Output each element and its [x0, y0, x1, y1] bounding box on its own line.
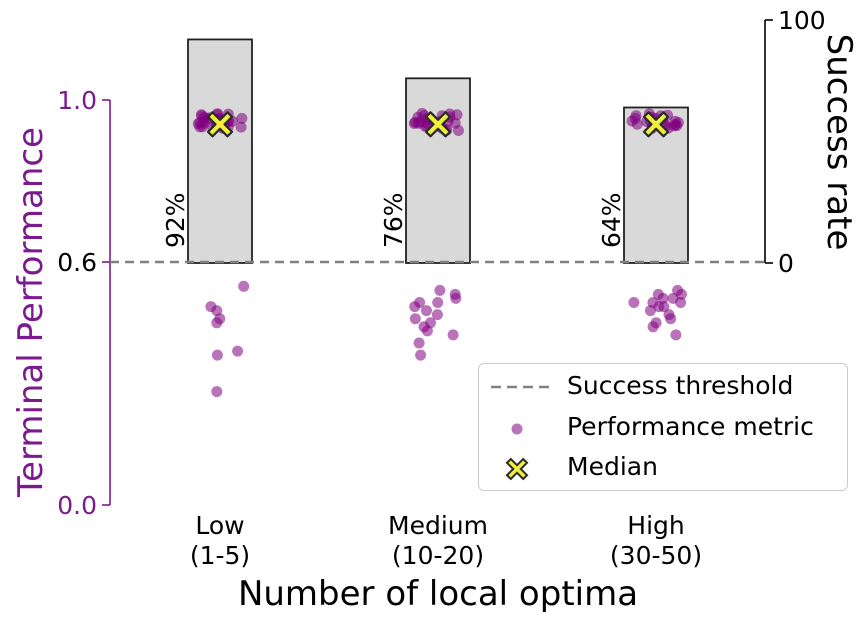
dashed-line-swatch — [491, 385, 549, 389]
y-axis-label-left: Terminal Performance — [11, 127, 51, 498]
x-tick-label: Medium — [388, 511, 488, 540]
performance-point — [235, 121, 247, 133]
performance-point — [232, 345, 244, 357]
performance-point — [670, 329, 682, 341]
legend-label-threshold: Success threshold — [567, 371, 794, 400]
performance-point — [211, 386, 223, 398]
performance-point — [409, 313, 421, 325]
performance-point — [665, 313, 677, 325]
left-tick-label: 0.0 — [57, 491, 97, 520]
x-tick-label: High — [627, 511, 684, 540]
right-axis: 0 100 — [764, 6, 826, 278]
x-axis-label: Number of local optima — [238, 574, 638, 614]
success-rate-label: 76% — [379, 192, 408, 248]
performance-point — [192, 118, 204, 130]
median-marker — [642, 111, 670, 138]
performance-point — [658, 301, 670, 313]
legend-item-performance: Performance metric — [479, 407, 847, 447]
performance-point — [434, 284, 446, 296]
left-tick-label: 1.0 — [57, 86, 97, 115]
left-axis: 0.0 0.6 1.0 — [57, 86, 111, 520]
median-marker — [424, 111, 452, 138]
performance-point — [451, 109, 463, 121]
performance-point — [431, 309, 443, 321]
performance-point — [628, 297, 640, 308]
performance-point — [432, 297, 444, 308]
median-marker — [206, 111, 234, 138]
left-tick-label: 0.6 — [57, 248, 97, 277]
performance-point — [236, 112, 248, 124]
success-rate-bar — [623, 106, 689, 264]
dot-swatch — [511, 423, 523, 435]
success-rate-bar — [187, 38, 253, 264]
success-rate-label: 92% — [161, 192, 190, 248]
success-rate-bar — [405, 77, 471, 264]
legend: Success threshold Performance metric Med… — [478, 363, 848, 491]
legend-label-performance: Performance metric — [567, 412, 814, 441]
right-tick-label: 100 — [778, 6, 826, 35]
x-marker-swatch — [505, 457, 529, 481]
performance-point — [647, 321, 659, 333]
legend-label-median: Median — [567, 452, 658, 481]
success-rate-labels: 92% 76% 64% — [161, 192, 626, 248]
performance-point — [415, 349, 427, 361]
performance-point — [453, 125, 464, 136]
x-tick-label-range: (1-5) — [190, 541, 250, 570]
x-tick-label-range: (10-20) — [392, 541, 484, 570]
performance-point — [450, 292, 462, 304]
success-rate-label: 64% — [597, 192, 626, 248]
performance-point — [676, 288, 687, 300]
legend-item-median: Median — [479, 447, 847, 487]
performance-point — [211, 317, 223, 329]
performance-point — [629, 112, 641, 124]
performance-point — [447, 329, 459, 341]
y-axis-label-right: Success rate — [819, 34, 859, 251]
right-tick-label: 0 — [778, 249, 794, 278]
median-markers — [206, 111, 670, 138]
performance-point — [409, 301, 421, 313]
x-tick-label-range: (30-50) — [610, 541, 702, 570]
performance-point — [421, 305, 432, 317]
x-tick-labels: Low(1-5) Medium(10-20) High(30-50) — [190, 511, 702, 570]
performance-point — [675, 297, 687, 308]
performance-point — [657, 292, 669, 304]
performance-point — [644, 305, 656, 317]
x-tick-label: Low — [195, 511, 244, 540]
performance-point — [211, 349, 223, 361]
legend-item-threshold: Success threshold — [479, 366, 847, 406]
performance-point — [672, 117, 684, 129]
performance-point — [421, 325, 433, 337]
performance-point — [413, 337, 425, 349]
performance-point — [238, 280, 250, 292]
performance-point — [412, 111, 424, 123]
